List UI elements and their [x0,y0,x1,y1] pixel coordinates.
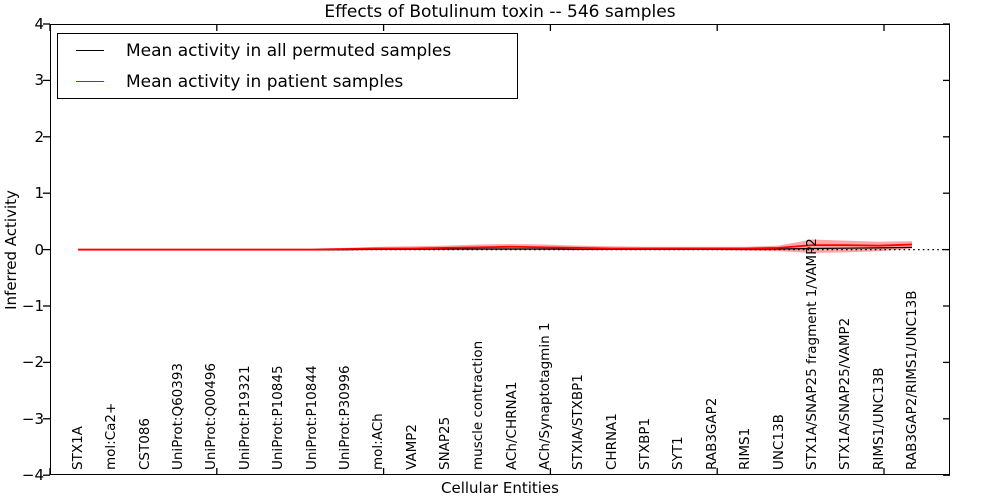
x-category-label: UniProt:Q00496 [203,362,220,470]
legend: Mean activity in all permuted samples Me… [57,33,518,99]
legend-label-patient: Mean activity in patient samples [126,71,404,92]
x-category-label: UniProt:P10844 [303,365,320,470]
x-axis-label: Cellular Entities [441,479,559,497]
x-category-label: VAMP2 [403,424,420,470]
x-category-label: STX1A/SNAP25/VAMP2 [837,317,854,470]
x-category-label: SYT1 [670,436,687,470]
chart-title: Effects of Botulinum toxin -- 546 sample… [324,2,676,22]
legend-entry-patient: Mean activity in patient samples [58,71,517,93]
patient-line-swatch [76,81,104,82]
y-tick-label: −3 [21,409,44,428]
chart-canvas [43,23,950,476]
x-category-label: UniProt:P19321 [236,365,253,470]
x-category-label: RAB3GAP2/RIMS1/UNC13B [904,290,920,470]
legend-entry-permuted: Mean activity in all permuted samples [58,40,517,62]
x-category-label: ACh/Synaptotagmin 1 [537,322,554,470]
x-category-label: CST086 [136,417,153,470]
x-category-label: UniProt:P30996 [336,365,353,470]
patient-line [78,243,913,251]
y-tick-label: −1 [21,297,44,315]
x-category-label: UNC13B [770,414,787,470]
x-category-label: CHRNA1 [603,413,620,470]
y-tick-label: 3 [34,71,44,90]
x-category-label: muscle contraction [470,340,487,470]
x-category-label: RIMS1 [737,427,754,470]
x-category-label: mol:ACh [370,413,387,470]
x-category-label: RAB3GAP2 [703,397,720,470]
x-category-label: mol:Ca2+ [103,402,120,470]
x-category-label: STXBP1 [637,417,654,470]
x-category-label: SNAP25 [436,416,453,470]
y-tick-label: 4 [34,15,44,33]
x-category-label: STX1A [70,426,86,470]
y-tick-label: 1 [34,184,44,203]
x-category-label: UniProt:Q60393 [170,362,187,470]
x-category-label: STX1A/SNAP25 fragment 1/VAMP2 [803,238,820,470]
legend-label-permuted: Mean activity in all permuted samples [126,40,452,61]
y-tick-label: 2 [34,127,44,146]
x-category-label: STXIA/STXBP1 [570,374,587,470]
y-tick-label: 0 [34,240,44,259]
permuted-line-swatch [76,50,104,51]
x-category-label: UniProt:P10845 [270,365,287,470]
x-category-label: ACh/CHRNA1 [503,381,520,470]
x-category-label: RIMS1/UNC13B [870,367,887,470]
y-tick-label: −4 [21,466,44,485]
y-tick-label: −2 [21,353,44,372]
